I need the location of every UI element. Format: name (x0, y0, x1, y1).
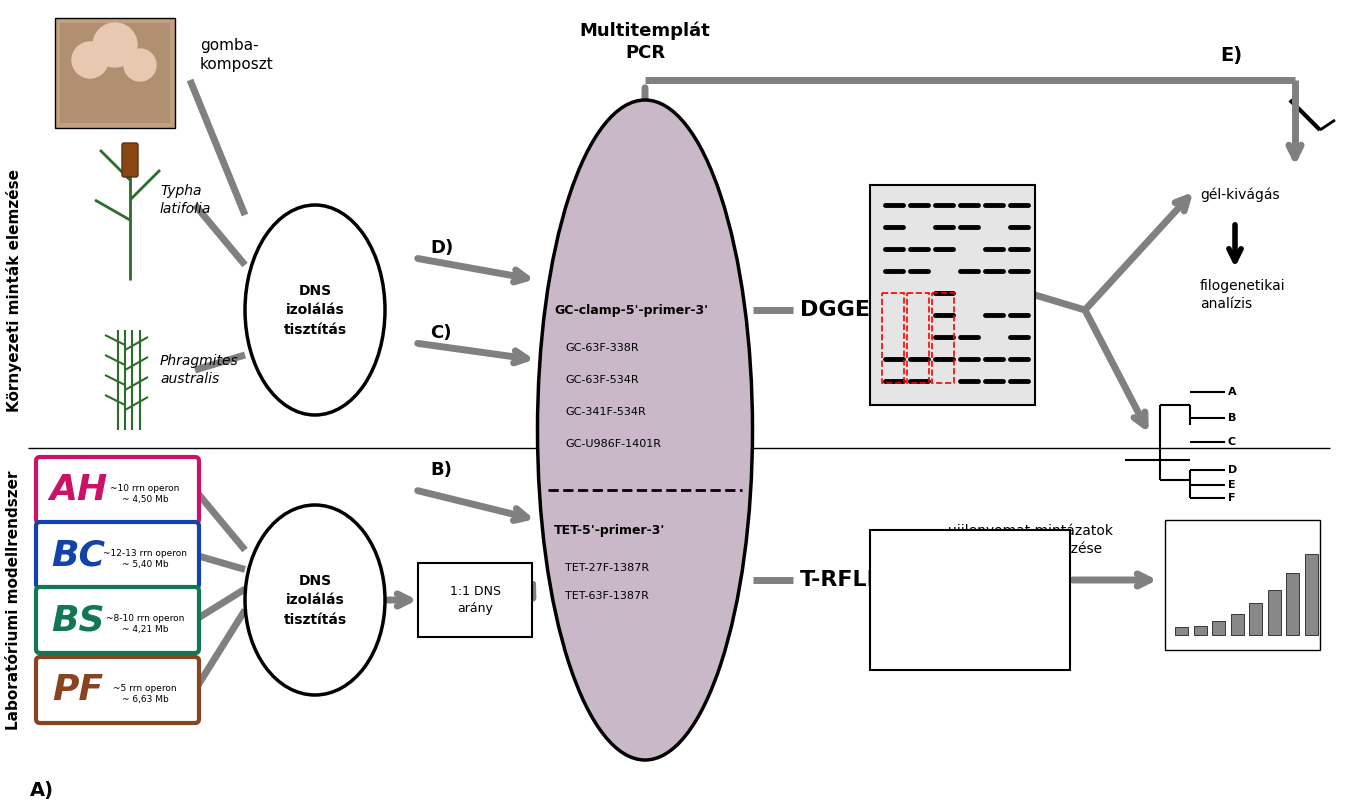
Text: gomba-
komposzt: gomba- komposzt (199, 38, 273, 72)
Text: 1:1 DNS
arány: 1:1 DNS arány (450, 585, 501, 615)
Text: Phragmites
australis: Phragmites australis (160, 354, 238, 386)
Circle shape (93, 23, 137, 67)
Text: GC-U986F-1401R: GC-U986F-1401R (564, 439, 661, 449)
Text: C): C) (430, 324, 451, 342)
Text: Typha
latifolia: Typha latifolia (160, 184, 211, 217)
Text: DGGE: DGGE (800, 300, 870, 320)
Text: ~10 rrn operon
~ 4,50 Mb: ~10 rrn operon ~ 4,50 Mb (110, 484, 179, 505)
Text: ~12-13 rrn operon
~ 5,40 Mb: ~12-13 rrn operon ~ 5,40 Mb (102, 548, 187, 569)
Text: DNS
izolálás
tisztítás: DNS izolálás tisztítás (283, 283, 346, 336)
FancyBboxPatch shape (1286, 573, 1300, 635)
FancyBboxPatch shape (123, 143, 137, 177)
Text: B): B) (430, 461, 451, 479)
Text: E): E) (1220, 46, 1242, 64)
FancyBboxPatch shape (36, 657, 199, 723)
Text: Multitemplát
PCR: Multitemplát PCR (579, 22, 710, 62)
FancyBboxPatch shape (1231, 613, 1243, 635)
Text: A: A (1228, 387, 1237, 397)
FancyBboxPatch shape (1249, 603, 1262, 635)
FancyBboxPatch shape (36, 457, 199, 523)
Text: BC: BC (51, 538, 105, 572)
FancyBboxPatch shape (36, 522, 199, 588)
FancyBboxPatch shape (1212, 621, 1226, 635)
Text: Környezeti minták elemzése: Környezeti minták elemzése (5, 168, 22, 411)
Text: TET-27F-1387R: TET-27F-1387R (564, 563, 649, 573)
Ellipse shape (537, 100, 753, 760)
Text: A): A) (30, 781, 54, 799)
Text: filogenetikai
analízis: filogenetikai analízis (1200, 279, 1285, 312)
FancyBboxPatch shape (418, 563, 532, 637)
Text: Intensity: Intensity (876, 542, 905, 548)
Text: AH: AH (48, 473, 108, 507)
Circle shape (71, 42, 108, 78)
Text: 500 bp: 500 bp (1025, 645, 1049, 651)
Ellipse shape (245, 205, 385, 415)
Text: GC-clamp-5'-primer-3': GC-clamp-5'-primer-3' (554, 303, 709, 316)
Text: TET-63F-1387R: TET-63F-1387R (564, 591, 649, 601)
FancyBboxPatch shape (36, 587, 199, 653)
Text: E: E (1228, 480, 1235, 490)
Text: T-RFLP: T-RFLP (800, 570, 884, 590)
Circle shape (124, 49, 156, 81)
FancyBboxPatch shape (1175, 627, 1188, 635)
Text: GC-63F-338R: GC-63F-338R (564, 343, 638, 353)
Text: BS: BS (51, 603, 105, 637)
Text: D): D) (430, 239, 453, 257)
Text: TET-5'-primer-3': TET-5'-primer-3' (554, 523, 665, 536)
FancyBboxPatch shape (1193, 625, 1207, 635)
Text: D: D (1228, 465, 1238, 475)
Text: gél-kivágás: gél-kivágás (1200, 188, 1280, 202)
Ellipse shape (245, 505, 385, 695)
Text: GC-341F-534R: GC-341F-534R (564, 407, 645, 417)
Text: Laboratóriumi modellrendszer: Laboratóriumi modellrendszer (7, 470, 22, 730)
Text: C: C (1228, 437, 1237, 447)
Text: DNS
izolálás
tisztítás: DNS izolálás tisztítás (283, 573, 346, 626)
Text: F: F (1228, 493, 1235, 503)
Text: ~8-10 rrn operon
~ 4,21 Mb: ~8-10 rrn operon ~ 4,21 Mb (106, 613, 185, 634)
Text: ~5 rrn operon
~ 6,63 Mb: ~5 rrn operon ~ 6,63 Mb (113, 683, 176, 704)
FancyBboxPatch shape (61, 23, 170, 123)
FancyBboxPatch shape (1305, 554, 1317, 635)
FancyBboxPatch shape (1165, 520, 1320, 650)
Text: PF: PF (53, 673, 104, 707)
Text: 0 bp: 0 bp (885, 645, 901, 651)
FancyBboxPatch shape (1268, 589, 1281, 635)
Text: ujjlenyomat mintázatok
statisztikai elemzése: ujjlenyomat mintázatok statisztikai elem… (947, 523, 1113, 556)
FancyBboxPatch shape (870, 530, 1070, 670)
FancyBboxPatch shape (55, 18, 175, 128)
FancyBboxPatch shape (870, 185, 1034, 405)
Text: GC-63F-534R: GC-63F-534R (564, 375, 638, 385)
Text: B: B (1228, 413, 1237, 423)
